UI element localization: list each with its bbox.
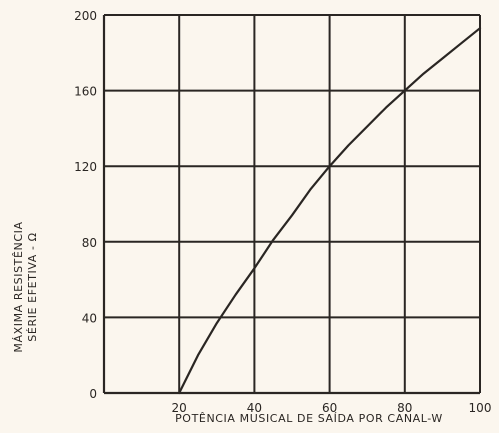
- y-tick-label-160: 160: [74, 85, 97, 99]
- x-tick-label-80: 80: [397, 401, 412, 415]
- x-axis-label: POTÊNCIA MUSICAL DE SAÍDA POR CANAL-W: [175, 412, 443, 425]
- x-tick-label-60: 60: [322, 401, 337, 415]
- y-tick-label-0: 0: [89, 387, 97, 401]
- y-tick-label-80: 80: [82, 236, 97, 250]
- series-line-0: [178, 27, 482, 395]
- y-axis-label-line2: SÉRIE EFETIVA - Ω: [26, 232, 39, 341]
- x-tick-label-20: 20: [172, 401, 187, 415]
- y-tick-label-40: 40: [82, 311, 97, 325]
- x-tick-label-100: 100: [469, 401, 492, 415]
- y-tick-label-120: 120: [74, 160, 97, 174]
- plot-area: [178, 27, 482, 395]
- y-tick-label-200: 200: [74, 9, 97, 23]
- x-tick-label-40: 40: [247, 401, 262, 415]
- y-axis-label-line1: MÁXIMA RESISTÊNCIA: [12, 221, 25, 352]
- tick-labels: 20 40 60 80 100 0 40 80 120 160 200: [74, 9, 491, 415]
- grid: [102, 14, 481, 395]
